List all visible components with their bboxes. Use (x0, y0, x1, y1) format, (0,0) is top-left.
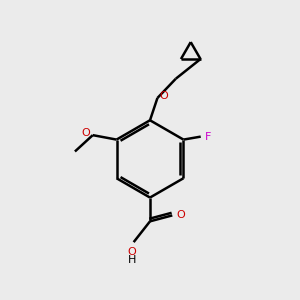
Text: H: H (128, 255, 136, 265)
Text: O: O (160, 91, 169, 100)
Text: O: O (82, 128, 90, 138)
Text: F: F (205, 132, 212, 142)
Text: O: O (176, 210, 185, 220)
Text: O: O (128, 247, 136, 256)
